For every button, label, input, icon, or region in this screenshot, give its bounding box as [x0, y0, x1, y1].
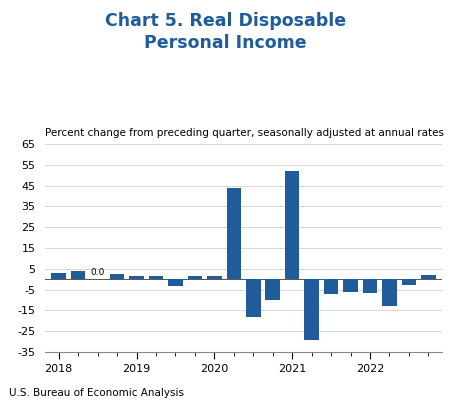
Bar [304, 279, 319, 340]
Text: U.S. Bureau of Economic Analysis: U.S. Bureau of Economic Analysis [9, 388, 184, 398]
Bar [382, 279, 397, 306]
Bar [71, 271, 86, 279]
Text: 0.0: 0.0 [91, 268, 105, 277]
Bar [246, 279, 261, 317]
Bar [129, 276, 144, 279]
Bar [324, 279, 338, 294]
Bar [285, 171, 299, 279]
Bar [266, 279, 280, 300]
Bar [421, 275, 436, 279]
Text: Chart 5. Real Disposable
Personal Income: Chart 5. Real Disposable Personal Income [105, 12, 346, 52]
Bar [149, 276, 163, 279]
Bar [226, 188, 241, 279]
Bar [207, 276, 221, 279]
Bar [401, 279, 416, 286]
Bar [188, 276, 202, 279]
Bar [51, 273, 66, 279]
Bar [110, 274, 124, 279]
Text: Percent change from preceding quarter, seasonally adjusted at annual rates: Percent change from preceding quarter, s… [45, 128, 444, 138]
Bar [168, 279, 183, 286]
Bar [343, 279, 358, 292]
Bar [363, 279, 377, 293]
